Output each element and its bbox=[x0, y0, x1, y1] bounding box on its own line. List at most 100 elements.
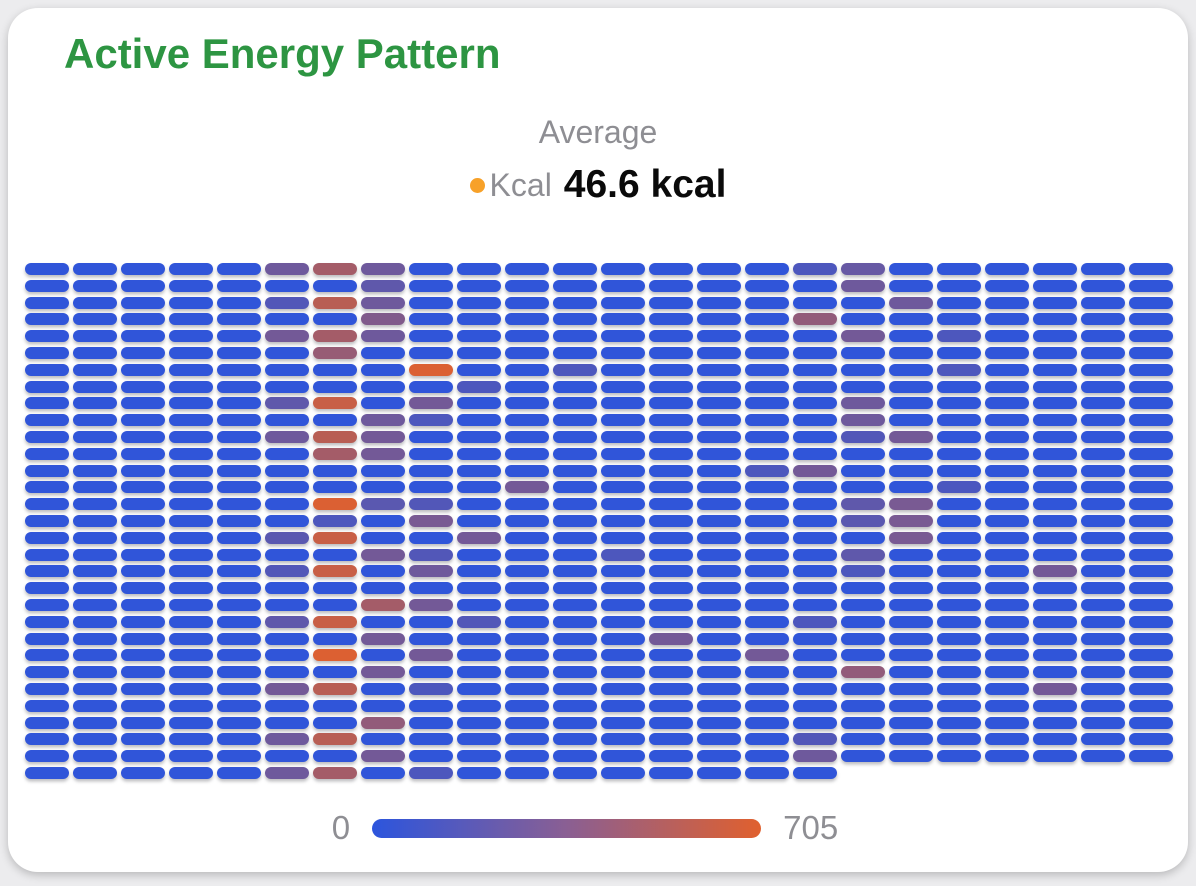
heatmap-cell[interactable] bbox=[1033, 565, 1077, 578]
heatmap-cell[interactable] bbox=[1081, 481, 1125, 494]
heatmap-cell[interactable] bbox=[649, 498, 693, 511]
heatmap-cell[interactable] bbox=[1081, 430, 1125, 443]
heatmap-cell[interactable] bbox=[1033, 397, 1077, 410]
heatmap-cell[interactable] bbox=[1129, 733, 1173, 746]
heatmap-cell[interactable] bbox=[697, 464, 741, 477]
heatmap-cell[interactable] bbox=[121, 733, 165, 746]
heatmap-cell[interactable] bbox=[25, 380, 69, 393]
heatmap-cell[interactable] bbox=[1033, 682, 1077, 695]
heatmap-cell[interactable] bbox=[121, 313, 165, 326]
heatmap-cell[interactable] bbox=[553, 279, 597, 292]
heatmap-cell[interactable] bbox=[985, 430, 1029, 443]
heatmap-cell[interactable] bbox=[121, 632, 165, 645]
heatmap-cell[interactable] bbox=[73, 313, 117, 326]
heatmap-cell[interactable] bbox=[649, 447, 693, 460]
heatmap-cell[interactable] bbox=[793, 615, 837, 628]
heatmap-cell[interactable] bbox=[985, 464, 1029, 477]
heatmap-cell[interactable] bbox=[457, 514, 501, 527]
heatmap-cell[interactable] bbox=[25, 615, 69, 628]
heatmap-cell[interactable] bbox=[745, 296, 789, 309]
heatmap-cell[interactable] bbox=[121, 380, 165, 393]
heatmap-cell[interactable] bbox=[649, 380, 693, 393]
heatmap-cell[interactable] bbox=[841, 598, 885, 611]
heatmap-cell[interactable] bbox=[169, 548, 213, 561]
heatmap-cell[interactable] bbox=[409, 699, 453, 712]
heatmap-cell[interactable] bbox=[793, 666, 837, 679]
heatmap-cell[interactable] bbox=[841, 447, 885, 460]
heatmap-cell[interactable] bbox=[1033, 430, 1077, 443]
heatmap-cell[interactable] bbox=[745, 313, 789, 326]
heatmap-cell[interactable] bbox=[313, 649, 357, 662]
heatmap-cell[interactable] bbox=[601, 481, 645, 494]
heatmap-cell[interactable] bbox=[697, 598, 741, 611]
heatmap-cell[interactable] bbox=[409, 296, 453, 309]
heatmap-cell[interactable] bbox=[1129, 447, 1173, 460]
heatmap-cell[interactable] bbox=[649, 330, 693, 343]
heatmap-cell[interactable] bbox=[457, 632, 501, 645]
heatmap-cell[interactable] bbox=[169, 380, 213, 393]
heatmap-cell[interactable] bbox=[265, 330, 309, 343]
heatmap-cell[interactable] bbox=[217, 649, 261, 662]
heatmap-cell[interactable] bbox=[25, 514, 69, 527]
heatmap-cell[interactable] bbox=[889, 296, 933, 309]
heatmap-cell[interactable] bbox=[937, 666, 981, 679]
heatmap-cell[interactable] bbox=[649, 531, 693, 544]
heatmap-cell[interactable] bbox=[169, 733, 213, 746]
heatmap-cell[interactable] bbox=[457, 263, 501, 275]
heatmap-cell[interactable] bbox=[73, 514, 117, 527]
heatmap-cell[interactable] bbox=[409, 682, 453, 695]
heatmap-cell[interactable] bbox=[265, 750, 309, 763]
heatmap-cell[interactable] bbox=[25, 346, 69, 359]
heatmap-cell[interactable] bbox=[217, 582, 261, 595]
heatmap-cell[interactable] bbox=[313, 447, 357, 460]
heatmap-cell[interactable] bbox=[217, 699, 261, 712]
heatmap-cell[interactable] bbox=[745, 380, 789, 393]
heatmap-cell[interactable] bbox=[793, 414, 837, 427]
heatmap-cell[interactable] bbox=[265, 346, 309, 359]
heatmap-cell[interactable] bbox=[73, 565, 117, 578]
heatmap-cell[interactable] bbox=[985, 514, 1029, 527]
heatmap-cell[interactable] bbox=[889, 346, 933, 359]
heatmap-cell[interactable] bbox=[457, 598, 501, 611]
heatmap-cell[interactable] bbox=[841, 296, 885, 309]
heatmap-cell[interactable] bbox=[889, 615, 933, 628]
heatmap-cell[interactable] bbox=[409, 716, 453, 729]
heatmap-cell[interactable] bbox=[1033, 481, 1077, 494]
heatmap-cell[interactable] bbox=[409, 598, 453, 611]
heatmap-cell[interactable] bbox=[313, 296, 357, 309]
heatmap-cell[interactable] bbox=[649, 666, 693, 679]
heatmap-cell[interactable] bbox=[505, 582, 549, 595]
heatmap-cell[interactable] bbox=[649, 682, 693, 695]
heatmap-cell[interactable] bbox=[361, 313, 405, 326]
heatmap-cell[interactable] bbox=[409, 414, 453, 427]
heatmap-cell[interactable] bbox=[409, 582, 453, 595]
heatmap-cell[interactable] bbox=[985, 750, 1029, 763]
heatmap-cell[interactable] bbox=[361, 682, 405, 695]
heatmap-cell[interactable] bbox=[985, 263, 1029, 275]
heatmap-cell[interactable] bbox=[25, 548, 69, 561]
heatmap-cell[interactable] bbox=[985, 666, 1029, 679]
heatmap-cell[interactable] bbox=[1081, 531, 1125, 544]
heatmap-cell[interactable] bbox=[265, 296, 309, 309]
heatmap-cell[interactable] bbox=[361, 531, 405, 544]
heatmap-cell[interactable] bbox=[361, 414, 405, 427]
heatmap-cell[interactable] bbox=[649, 598, 693, 611]
heatmap-cell[interactable] bbox=[793, 682, 837, 695]
heatmap-cell[interactable] bbox=[841, 682, 885, 695]
heatmap-cell[interactable] bbox=[601, 263, 645, 275]
heatmap-cell[interactable] bbox=[601, 548, 645, 561]
heatmap-cell[interactable] bbox=[601, 296, 645, 309]
heatmap-cell[interactable] bbox=[409, 397, 453, 410]
heatmap-cell[interactable] bbox=[25, 330, 69, 343]
heatmap-cell[interactable] bbox=[601, 565, 645, 578]
heatmap-cell[interactable] bbox=[697, 666, 741, 679]
heatmap-cell[interactable] bbox=[889, 682, 933, 695]
heatmap-cell[interactable] bbox=[745, 414, 789, 427]
heatmap-cell[interactable] bbox=[169, 397, 213, 410]
heatmap-cell[interactable] bbox=[409, 498, 453, 511]
heatmap-cell[interactable] bbox=[265, 531, 309, 544]
heatmap-cell[interactable] bbox=[553, 666, 597, 679]
heatmap-cell[interactable] bbox=[553, 447, 597, 460]
heatmap-cell[interactable] bbox=[1081, 279, 1125, 292]
heatmap-cell[interactable] bbox=[793, 346, 837, 359]
